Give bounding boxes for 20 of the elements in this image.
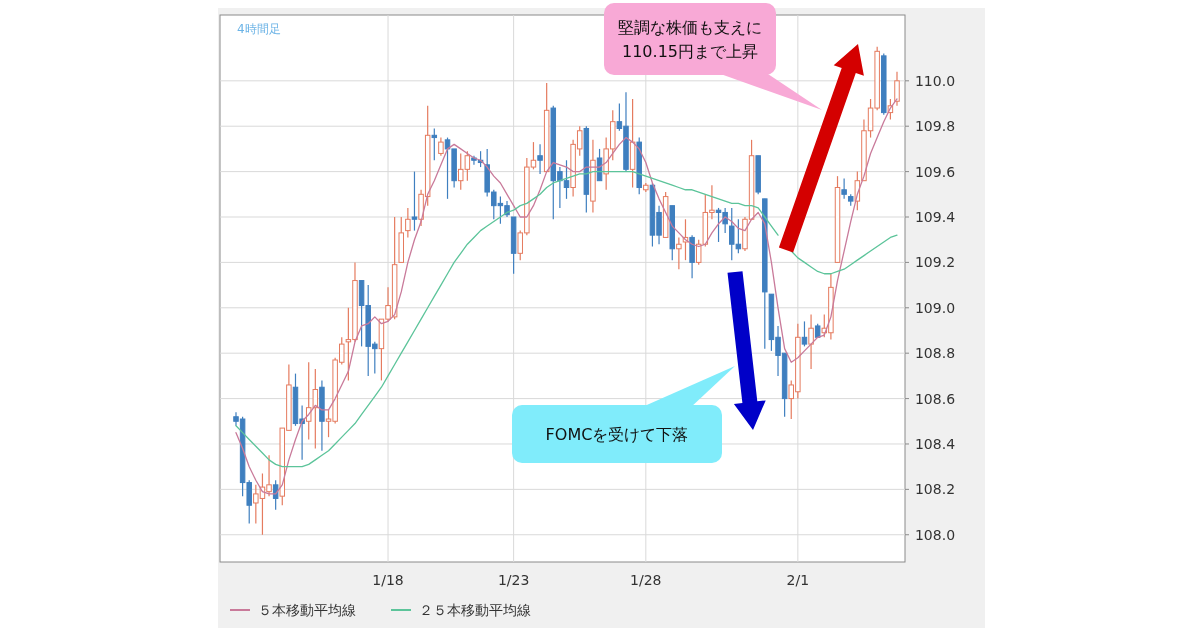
y-tick-label: 108.6	[914, 390, 956, 407]
x-tick-label: 2/1	[786, 572, 810, 588]
y-tick-label: 109.4	[914, 209, 956, 225]
y-tick-label: 109.8	[914, 118, 956, 135]
y-tick-label: 109.2	[914, 254, 956, 271]
x-tick-label: 1/28	[630, 572, 662, 588]
legend-label: ５本移動平均線	[258, 602, 356, 618]
x-tick-label: 1/18	[372, 572, 404, 588]
annotation: 4時間足	[237, 22, 281, 36]
y-tick-label: 108.4	[914, 435, 956, 452]
legend-label: ２５本移動平均線	[419, 602, 531, 618]
annotation: 堅調な株価も支えに110.15円まで上昇	[618, 18, 762, 61]
x-tick-label: 1/23	[497, 572, 530, 588]
y-tick-label: 108.2	[914, 481, 956, 498]
annotation: FOMCを受けて下落	[545, 425, 689, 444]
y-tick-label: 108.8	[914, 345, 956, 362]
y-tick-label: 109.6	[914, 163, 956, 180]
y-tick-label: 109.0	[914, 299, 956, 316]
y-tick-label: 108.0	[914, 526, 956, 543]
y-tick-label: 110.0	[914, 72, 956, 89]
